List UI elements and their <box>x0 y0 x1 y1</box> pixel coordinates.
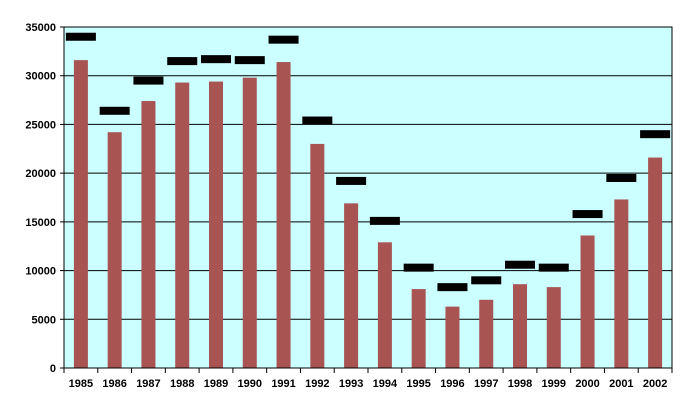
marker <box>234 56 265 65</box>
x-tick-label: 1987 <box>136 378 160 390</box>
gridlines <box>64 26 672 320</box>
bar <box>344 203 359 368</box>
marker <box>167 57 198 66</box>
x-tick-label: 1995 <box>406 378 430 390</box>
y-axis-tick-labels: 0 5000 10000 15000 20000 25000 30000 35000 <box>25 22 64 375</box>
marker <box>99 106 130 115</box>
x-tick-label: 1992 <box>305 378 329 390</box>
marker <box>640 130 671 139</box>
y-tick-label: 10000 <box>25 266 56 278</box>
bar <box>580 235 595 368</box>
bar <box>411 289 426 368</box>
marker <box>403 263 434 272</box>
bar <box>209 81 223 368</box>
y-tick-label: 15000 <box>25 217 56 229</box>
bar <box>141 101 156 368</box>
x-tick-label: 1985 <box>69 378 93 390</box>
y-tick-label: 25000 <box>25 119 56 131</box>
x-tick-label: 2002 <box>643 378 667 390</box>
x-tick-label: 1994 <box>373 378 398 390</box>
x-tick-label: 1990 <box>238 378 262 390</box>
marker <box>336 176 367 185</box>
y-tick-label: 5000 <box>32 314 56 326</box>
marker <box>572 210 603 219</box>
marker-series <box>65 32 671 292</box>
bar <box>648 157 663 368</box>
bar <box>73 60 88 369</box>
y-tick-label: 35000 <box>25 22 56 34</box>
x-tick-label: 1989 <box>204 378 228 390</box>
x-tick-label: 1998 <box>508 378 532 390</box>
marker <box>505 260 535 269</box>
bar <box>479 299 494 368</box>
x-tick-label: 1996 <box>440 378 464 390</box>
bar <box>445 306 460 368</box>
marker <box>201 55 231 64</box>
bar <box>175 82 190 368</box>
marker <box>268 35 299 44</box>
bar <box>513 284 527 368</box>
plot-area <box>63 26 673 369</box>
bar-series <box>73 60 663 369</box>
y-tick-label: 30000 <box>25 71 56 83</box>
marker <box>65 32 96 41</box>
x-axis-tick-labels: 1985 1986 1987 1988 1989 1990 1991 1992 1993 1994… <box>63 368 673 390</box>
bar <box>377 242 392 368</box>
bar <box>310 143 325 368</box>
marker <box>606 174 637 183</box>
marker <box>471 276 502 285</box>
marker <box>302 116 333 125</box>
x-tick-label: 1991 <box>271 378 295 390</box>
x-tick-label: 1999 <box>542 378 566 390</box>
bar <box>107 132 122 368</box>
x-tick-label: 1988 <box>170 378 194 390</box>
bar <box>546 287 561 368</box>
marker <box>133 76 164 85</box>
y-tick-label: 0 <box>50 363 56 375</box>
marker <box>369 216 400 225</box>
x-tick-label: 1997 <box>474 378 498 390</box>
marker <box>437 283 468 292</box>
marker <box>538 263 569 272</box>
x-tick-label: 2001 <box>609 378 633 390</box>
x-tick-label: 1986 <box>102 378 126 390</box>
bar <box>242 77 257 369</box>
x-tick-label: 1993 <box>339 378 363 390</box>
bar <box>614 199 629 368</box>
bar <box>276 62 291 369</box>
x-tick-label: 2000 <box>575 378 599 390</box>
y-tick-label: 20000 <box>25 168 56 180</box>
